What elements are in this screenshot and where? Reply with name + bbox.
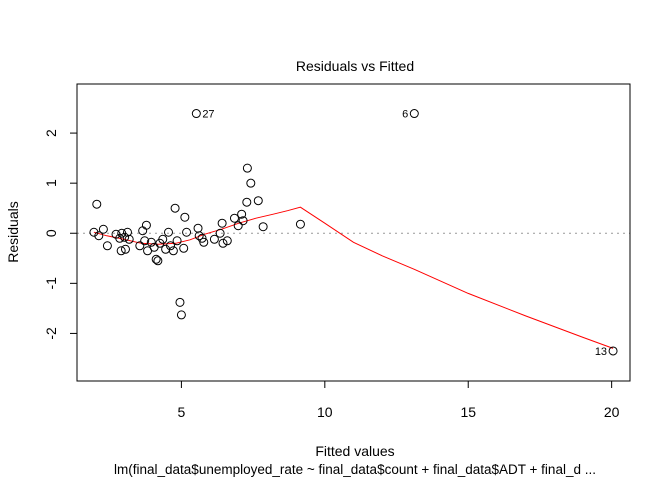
- residual-point: [182, 227, 192, 237]
- y-tick-label: 2: [43, 129, 59, 137]
- residual-point: [122, 227, 132, 237]
- residual-point: [98, 224, 108, 234]
- residual-point: [179, 243, 189, 253]
- point-label: 13: [595, 346, 607, 358]
- residual-point: [166, 241, 176, 251]
- residual-point: [217, 218, 227, 228]
- residual-point: [197, 233, 207, 243]
- residual-point: [141, 220, 151, 230]
- residual-point: [222, 236, 232, 246]
- x-tick-label: 20: [604, 404, 620, 420]
- residual-point: [233, 221, 243, 231]
- residual-point: [237, 209, 247, 219]
- residual-point: [120, 232, 130, 242]
- residual-point: [194, 231, 204, 241]
- residual-point: [409, 109, 419, 119]
- x-tick-label: 10: [317, 404, 333, 420]
- residual-point: [218, 238, 228, 248]
- residual-point: [229, 213, 239, 223]
- residual-point: [158, 234, 168, 244]
- residual-point: [124, 234, 134, 244]
- residual-point: [180, 212, 190, 222]
- residual-point: [140, 236, 150, 246]
- y-tick-label: 0: [43, 229, 59, 237]
- residual-point: [191, 109, 201, 119]
- point-label: 27: [202, 109, 214, 121]
- residual-point: [242, 163, 252, 173]
- residual-point: [199, 237, 209, 247]
- x-tick-label: 5: [178, 404, 186, 420]
- residual-point: [608, 346, 618, 356]
- residual-point: [176, 310, 186, 320]
- residual-point: [153, 256, 163, 266]
- residual-point: [120, 244, 130, 254]
- residual-point: [215, 228, 225, 238]
- residual-point: [170, 203, 180, 213]
- point-label: 6: [402, 109, 408, 121]
- smooth-trend-line: [93, 206, 614, 349]
- y-tick-label: -2: [43, 327, 59, 340]
- residual-point: [94, 231, 104, 241]
- residual-point: [92, 199, 102, 209]
- x-tick-label: 15: [460, 404, 476, 420]
- model-formula-subtitle: lm(final_data$unemployed_rate ~ final_da…: [114, 462, 596, 477]
- residual-point: [102, 241, 112, 251]
- y-axis-label: Residuals: [5, 201, 21, 262]
- x-axis-label: Fitted values: [315, 443, 394, 459]
- residual-point: [295, 219, 305, 229]
- residual-point: [151, 254, 161, 264]
- plot-frame: [76, 83, 631, 382]
- residual-point: [258, 222, 268, 232]
- chart-title: Residuals vs Fitted: [296, 58, 414, 74]
- residual-point: [146, 237, 156, 247]
- residual-point: [135, 241, 145, 251]
- residual-point: [238, 216, 248, 226]
- residual-point: [163, 227, 173, 237]
- residual-point: [253, 196, 263, 206]
- residual-point: [115, 233, 125, 243]
- residual-points: 27 6 13: [89, 109, 618, 358]
- residual-point: [116, 246, 126, 256]
- residual-point: [242, 197, 252, 207]
- y-tick-label: -1: [43, 277, 59, 290]
- residual-point: [246, 178, 256, 188]
- residual-point: [168, 246, 178, 256]
- residual-point: [175, 297, 185, 307]
- y-tick-label: 1: [43, 179, 59, 187]
- residual-point: [172, 236, 182, 246]
- residual-point: [209, 234, 219, 244]
